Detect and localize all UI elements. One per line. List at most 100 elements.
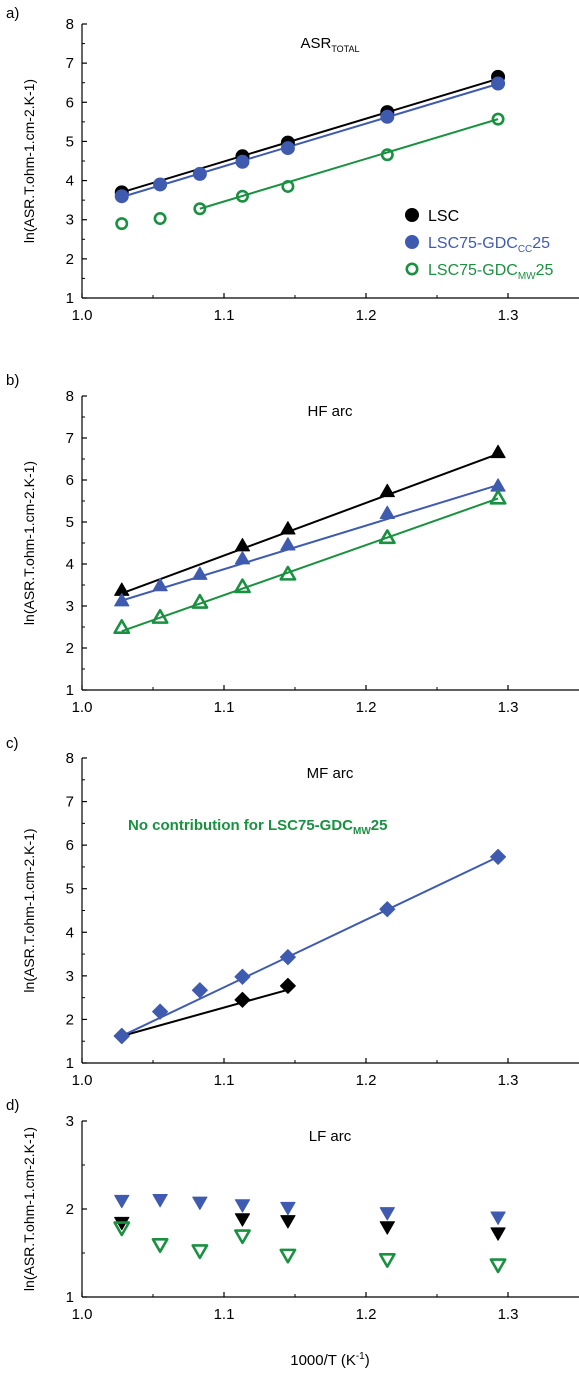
y-tick-label-0-3: 4 — [66, 173, 74, 190]
point-cc-2-3 — [234, 968, 251, 985]
legend-label-tail-cc: 25 — [532, 235, 550, 252]
point-cc-1-5 — [379, 505, 395, 519]
panel-title-main-0: ASR — [300, 35, 331, 52]
point-mw-0-0 — [115, 217, 129, 231]
point-lsc-1-1 — [234, 537, 251, 552]
x-tick-label-1-0: 1.0 — [72, 699, 93, 716]
x-tick-label-1-1: 1.1 — [214, 699, 235, 716]
point-mw-1-6 — [489, 489, 507, 505]
panel-title-main-3: LF arc — [309, 1128, 352, 1145]
point-mw-3-2 — [191, 1244, 209, 1260]
point-cc-1-2 — [192, 566, 208, 580]
y-tick-label-0-0: 1 — [66, 290, 74, 307]
point-cc-3-0 — [114, 1194, 130, 1209]
legend-label-main-mw: LSC75-GDC — [428, 262, 518, 279]
fit-line-lsc-2 — [121, 988, 289, 1037]
point-mw-3-4 — [279, 1248, 297, 1264]
point-mw-3-3 — [234, 1229, 251, 1245]
fit-line-lsc-1 — [121, 453, 499, 595]
panel-2: 1 2 3 4 5 6 7 8 1.0 1.1 1.2 1.3 c) MF arc ln(ASR.T.ohm… — [6, 735, 579, 1089]
y-tick-label-2-4: 5 — [66, 881, 74, 898]
annotation-no-contribution: No contribution for LSC75-GDCMW25 — [128, 817, 387, 837]
point-cc-1-6 — [490, 478, 506, 492]
point-mw-0-3 — [235, 189, 249, 203]
point-lsc-2-2 — [279, 977, 296, 994]
point-cc-1-0 — [114, 592, 130, 607]
legend-marker-mw — [405, 262, 419, 276]
x-tick-label-3-1: 1.1 — [214, 1306, 235, 1323]
y-tick-label-3-1: 2 — [66, 1201, 74, 1218]
point-cc-0-3 — [235, 154, 250, 169]
y-tick-label-2-3: 4 — [66, 924, 74, 941]
x-tick-label-3-3: 1.3 — [498, 1306, 519, 1323]
x-tick-label-3-0: 1.0 — [72, 1306, 93, 1323]
point-mw-0-4 — [281, 179, 295, 193]
legend-label-main-lsc: LSC — [428, 208, 459, 225]
legend-label-cc: LSC75-GDCCC25 — [428, 235, 550, 255]
annotation-main: No contribution for LSC75-GDC — [128, 817, 353, 834]
point-lsc-3-4 — [490, 1227, 506, 1241]
x-tick-label-2-1: 1.1 — [214, 1072, 235, 1089]
legend-label-main-cc: LSC75-GDC — [428, 235, 518, 252]
panel-0: 1 2 3 4 5 6 7 8 1.0 1.1 1.2 1.3 a) ASRTOTAL ln(ASR.T.o… — [6, 5, 579, 324]
point-mw-0-2 — [193, 202, 207, 216]
y-tick-label-0-1: 2 — [66, 251, 74, 268]
y-tick-label-0-4: 5 — [66, 133, 74, 150]
y-tick-label-3-0: 1 — [66, 1289, 74, 1306]
point-lsc-2-1 — [234, 991, 251, 1008]
legend-marker-lsc — [405, 208, 419, 222]
point-cc-1-1 — [152, 577, 168, 592]
y-axis-label-3: ln(ASR.T.ohm-1.cm-2.K-1) — [21, 1127, 37, 1291]
panel-3: 1 2 3 1.0 1.1 1.2 1.3 d) LF arc ln(ASR.T.ohm-1.cm… — [6, 1097, 579, 1323]
x-tick-label-0-0: 1.0 — [72, 307, 93, 324]
legend-marker-cc — [405, 235, 419, 249]
point-lsc-1-3 — [379, 483, 395, 498]
y-tick-label-1-0: 1 — [66, 682, 74, 699]
point-cc-2-6 — [490, 848, 507, 865]
point-lsc-3-1 — [234, 1213, 251, 1227]
point-cc-1-4 — [280, 537, 296, 551]
x-axis-label-main: 1000/T (K — [290, 1352, 356, 1369]
fit-line-mw-1 — [121, 497, 499, 633]
panel-title-3: LF arc — [309, 1128, 352, 1145]
point-cc-2-2 — [191, 982, 208, 999]
panel-label-1: b) — [6, 372, 19, 389]
y-tick-label-2-5: 6 — [66, 837, 74, 854]
x-tick-label-0-3: 1.3 — [498, 307, 519, 324]
point-mw-3-1 — [151, 1238, 169, 1253]
point-mw-1-4 — [279, 565, 297, 581]
fit-line-cc-2 — [121, 856, 499, 1037]
point-mw-0-5 — [380, 148, 394, 162]
point-cc-3-5 — [379, 1207, 395, 1221]
y-tick-label-2-6: 7 — [66, 794, 74, 811]
fit-line-lsc-0 — [121, 77, 499, 194]
legend-label-tail-mw: 25 — [536, 262, 554, 279]
point-mw-1-0 — [113, 619, 131, 635]
point-lsc-3-3 — [379, 1221, 395, 1235]
annotation-sub: MW — [353, 826, 371, 837]
panel-title-main-2: MF arc — [307, 765, 354, 782]
y-tick-label-1-2: 3 — [66, 598, 74, 615]
point-mw-1-2 — [191, 593, 209, 609]
y-tick-label-0-5: 6 — [66, 94, 74, 111]
x-tick-label-2-3: 1.3 — [498, 1072, 519, 1089]
point-cc-2-5 — [379, 901, 396, 918]
y-tick-label-1-5: 6 — [66, 472, 74, 489]
panel-label-0: a) — [6, 5, 19, 22]
point-mw-0-6 — [491, 112, 505, 126]
y-tick-label-2-1: 2 — [66, 1011, 74, 1028]
x-axis-label-tail: ) — [365, 1352, 370, 1369]
point-cc-0-0 — [114, 189, 129, 204]
x-axis-label: 1000/T (K-1) — [290, 1351, 370, 1369]
y-tick-label-2-0: 1 — [66, 1055, 74, 1072]
panel-label-2: c) — [6, 735, 19, 752]
x-tick-label-0-2: 1.2 — [356, 307, 377, 324]
point-mw-3-5 — [378, 1252, 396, 1268]
legend-label-mw: LSC75-GDCMW25 — [428, 262, 553, 282]
point-cc-0-1 — [153, 177, 168, 192]
y-tick-label-2-7: 8 — [66, 750, 74, 767]
y-tick-label-0-7: 8 — [66, 16, 74, 33]
panel-title-2: MF arc — [307, 765, 354, 782]
fit-line-cc-0 — [121, 82, 499, 198]
